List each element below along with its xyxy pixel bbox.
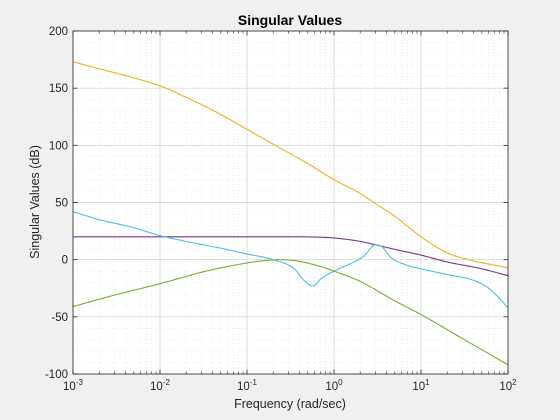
x-tick-label: 100 (325, 378, 343, 393)
x-tick-label-base: 10 (325, 381, 338, 393)
y-tick-label: 100 (49, 140, 68, 152)
x-tick-label: 10-1 (237, 378, 257, 393)
x-tick-label-exponent: 1 (425, 378, 430, 387)
y-tick-label: -50 (51, 312, 68, 324)
x-tick-label-exponent: -1 (250, 378, 258, 387)
x-tick-label-base: 10 (412, 381, 425, 393)
series-line-4 (72, 259, 509, 366)
y-axis-label: Singular Values (dB) (28, 145, 42, 259)
y-tick-label: 0 (62, 255, 68, 267)
x-tick-label-exponent: 0 (338, 378, 343, 387)
y-tick-label: -100 (45, 369, 68, 381)
y-tick-label: 150 (49, 83, 68, 95)
x-tick-label: 10-3 (63, 378, 83, 393)
x-axis-label: Frequency (rad/sec) (234, 397, 346, 411)
x-tick-label: 10-2 (150, 378, 170, 393)
series-line-2 (73, 236, 509, 277)
x-tick-label-exponent: -3 (76, 378, 84, 387)
series-line-3 (72, 211, 509, 309)
chart-title: Singular Values (238, 12, 342, 28)
y-tick-label: 50 (55, 198, 68, 210)
grid-layer (72, 30, 509, 375)
series-layer (72, 61, 509, 366)
x-tick-label: 101 (412, 378, 430, 393)
x-tick-label: 102 (499, 378, 517, 393)
ticks-layer (72, 30, 509, 375)
x-tick-label-base: 10 (63, 381, 76, 393)
x-tick-label-exponent: 2 (512, 378, 517, 387)
x-tick-label-exponent: -2 (163, 378, 171, 387)
series-line-1 (72, 61, 509, 269)
x-tick-label-base: 10 (237, 381, 250, 393)
y-tick-label: 200 (49, 26, 68, 38)
x-tick-label-base: 10 (499, 381, 512, 393)
x-tick-label-base: 10 (150, 381, 163, 393)
